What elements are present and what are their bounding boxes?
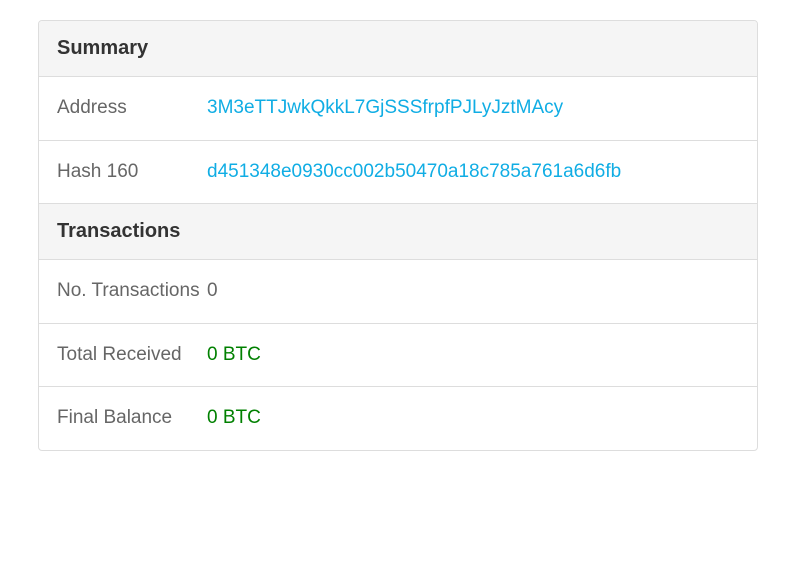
final-balance-label: Final Balance (57, 405, 207, 432)
final-balance-value: 0 BTC (207, 405, 739, 432)
no-transactions-label: No. Transactions (57, 278, 207, 305)
total-received-row: Total Received 0 BTC (39, 324, 757, 388)
summary-header-row: Summary (39, 21, 757, 77)
summary-header: Summary (57, 37, 148, 60)
transactions-header: Transactions (57, 220, 180, 243)
address-label: Address (57, 95, 207, 122)
summary-table: Summary Address 3M3eTTJwkQkkL7GjSSSfrpfP… (38, 20, 758, 451)
total-received-value: 0 BTC (207, 342, 739, 369)
hash160-row: Hash 160 d451348e0930cc002b50470a18c785a… (39, 141, 757, 205)
no-transactions-value: 0 (207, 278, 739, 305)
hash160-link[interactable]: d451348e0930cc002b50470a18c785a761a6d6fb (207, 161, 621, 182)
transactions-header-row: Transactions (39, 204, 757, 260)
hash160-label: Hash 160 (57, 159, 207, 186)
final-balance-row: Final Balance 0 BTC (39, 387, 757, 450)
total-received-label: Total Received (57, 342, 207, 369)
hash160-value-cell: d451348e0930cc002b50470a18c785a761a6d6fb (207, 159, 739, 186)
address-row: Address 3M3eTTJwkQkkL7GjSSSfrpfPJLyJztMA… (39, 77, 757, 141)
address-link[interactable]: 3M3eTTJwkQkkL7GjSSSfrpfPJLyJztMAcy (207, 97, 563, 118)
no-transactions-row: No. Transactions 0 (39, 260, 757, 324)
address-value-cell: 3M3eTTJwkQkkL7GjSSSfrpfPJLyJztMAcy (207, 95, 739, 122)
